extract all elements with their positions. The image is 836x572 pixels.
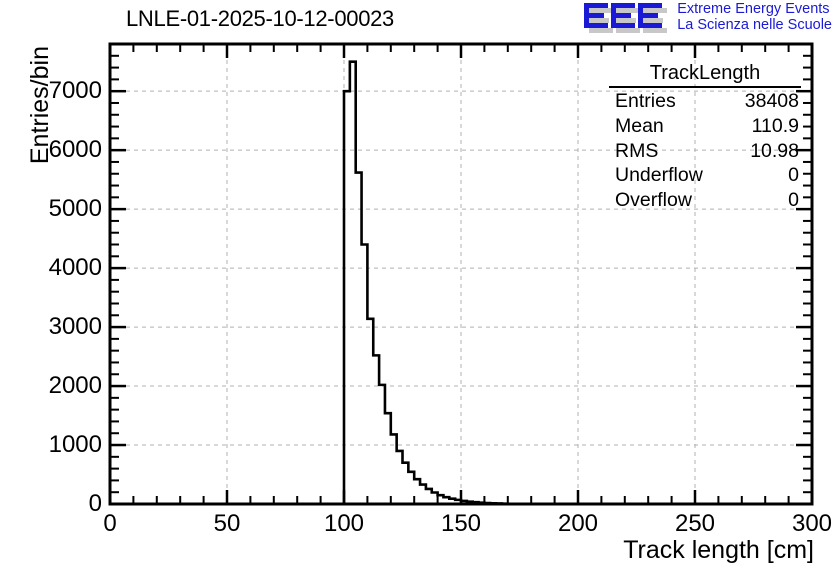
stats-row: Mean 110.9 [607,114,803,139]
eee-logo: Extreme Energy Events La Scienza nelle S… [584,1,832,33]
eee-logo-line-2: La Scienza nelle Scuole [677,16,832,33]
x-tick-label: 200 [557,510,599,537]
gridlines [110,44,812,504]
y-tick-label: 7000 [48,77,102,105]
x-tick-label: 300 [791,510,833,537]
x-tick-label: 150 [440,510,482,537]
y-tick-label: 6000 [48,136,102,164]
plot-frame [108,42,814,506]
y-tick-label: 4000 [48,254,102,282]
x-tick-label: 100 [323,510,365,537]
stats-row: Underflow 0 [607,163,803,188]
stats-key: RMS [615,139,659,162]
y-tick-label: 3000 [48,313,102,341]
stats-key: Underflow [615,164,703,187]
stats-value: 0 [788,189,799,211]
eee-logo-line-1: Extreme Energy Events [677,1,830,17]
stats-value: 0 [788,164,799,187]
stats-value: 110.9 [751,114,799,137]
stats-rows: Entries 38408 Mean 110.9 RMS 10.98 Underflow 0 O… [607,89,803,213]
histogram-outline [342,60,812,506]
eee-logo-mark-icon [584,2,670,33]
stats-key: Overflow [615,189,692,211]
stats-key: Entries [615,90,676,112]
x-tick-label: 250 [674,510,716,537]
stats-value: 38408 [744,90,799,112]
x-axis-title: Track length [cm] [623,536,814,564]
stats-key: Mean [615,114,664,137]
y-tick-label: 5000 [48,195,102,223]
y-tick-label: 2000 [48,372,102,400]
x-tick-label: 0 [103,510,117,537]
stats-title: TrackLength [609,62,801,88]
stats-value: 10.98 [750,139,799,162]
x-tick-label: 50 [213,510,241,537]
stats-box: TrackLength Entries 38408 Mean 110.9 RMS 10.9… [607,62,803,213]
y-tick-label: 1000 [48,431,102,459]
stats-row: Entries 38408 [607,89,803,114]
page-title: LNLE-01-2025-10-12-00023 [126,6,394,31]
eee-logo-text: Extreme Energy Events La Scienza nelle S… [677,1,832,33]
stats-row: RMS 10.98 [607,139,803,164]
y-tick-label: 0 [88,490,102,517]
stats-row: Overflow 0 [607,188,803,213]
